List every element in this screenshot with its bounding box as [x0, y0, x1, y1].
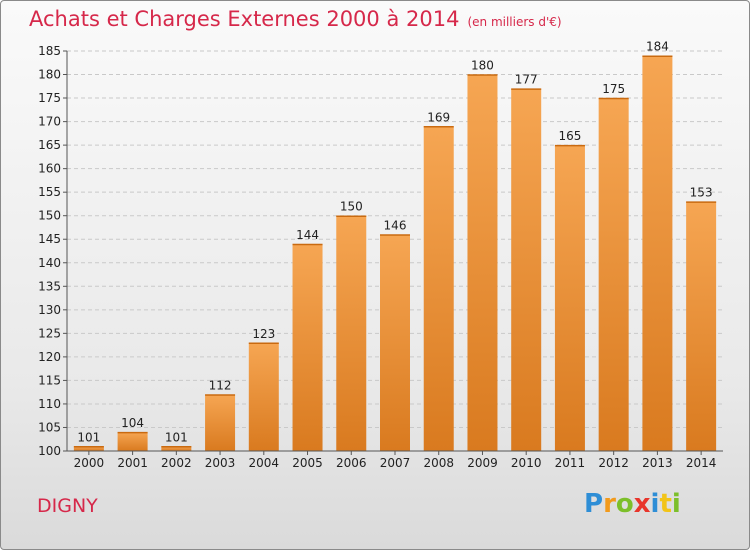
x-tick-label: 2006	[336, 456, 367, 470]
bar	[554, 145, 585, 451]
bar-value-label: 153	[690, 186, 713, 200]
y-axis-ticks: 100 105 110 115 120 125 130 135 140 145 150 155 160 1…	[38, 44, 67, 458]
bar	[117, 432, 148, 451]
chart-subtitle: (en milliers d'€)	[467, 15, 562, 29]
bar	[511, 88, 542, 451]
y-tick-label: 130	[38, 303, 61, 317]
bar-value-label: 180	[471, 59, 494, 73]
y-tick-label: 150	[38, 209, 61, 223]
place-name: DIGNY	[37, 495, 98, 517]
chart-title-text: Achats et Charges Externes 2000 à 2014	[29, 7, 460, 31]
bars: 101 104 101 112 123 144 150 146 169 180 177 165 175 1…	[73, 40, 717, 452]
x-tick-label: 2001	[117, 456, 148, 470]
x-tick-label: 2003	[205, 456, 236, 470]
x-tick-label: 2008	[423, 456, 454, 470]
bar	[642, 55, 673, 452]
logo-letter: i	[650, 489, 660, 519]
bar-value-label: 112	[209, 379, 232, 393]
y-tick-label: 180	[38, 68, 61, 82]
logo-letter: x	[633, 489, 651, 519]
y-tick-label: 145	[38, 232, 61, 246]
y-tick-label: 175	[38, 91, 61, 105]
x-tick-label: 2010	[511, 456, 542, 470]
y-tick-label: 170	[38, 115, 61, 129]
bar-value-label: 150	[340, 200, 363, 214]
y-tick-label: 100	[38, 444, 61, 458]
bar-value-label: 175	[602, 82, 625, 96]
bar	[467, 74, 498, 451]
x-axis-ticks: 2000 2001 2002 2003 2004 2005 2006 2007 2008 2009…	[74, 451, 717, 470]
logo-letter: o	[615, 489, 634, 519]
bar-value-label: 169	[427, 110, 450, 124]
x-tick-label: 2007	[380, 456, 411, 470]
logo-letter: i	[671, 489, 681, 519]
logo-letter: t	[659, 489, 672, 519]
chart-title: Achats et Charges Externes 2000 à 2014 (e…	[29, 7, 562, 31]
y-tick-label: 115	[38, 373, 61, 387]
x-tick-label: 2005	[292, 456, 323, 470]
bar-value-label: 144	[296, 228, 319, 242]
bar-value-label: 104	[121, 416, 144, 430]
bar	[248, 342, 279, 451]
y-tick-label: 135	[38, 279, 61, 293]
bar	[598, 98, 629, 451]
logo-letter: r	[603, 489, 616, 519]
logo-letter: P	[584, 489, 604, 519]
x-tick-label: 2011	[555, 456, 586, 470]
bar	[380, 234, 410, 451]
proxiti-logo: Proxiti	[584, 489, 681, 519]
bar	[423, 126, 454, 451]
bar	[205, 394, 236, 451]
bar-value-label: 177	[515, 73, 538, 87]
x-tick-label: 2004	[249, 456, 280, 470]
bar	[73, 446, 104, 451]
x-tick-label: 2012	[598, 456, 629, 470]
bar	[686, 201, 717, 451]
y-tick-label: 120	[38, 350, 61, 364]
bar-value-label: 101	[77, 430, 100, 444]
bar	[161, 446, 192, 451]
y-tick-label: 185	[38, 44, 61, 58]
x-tick-label: 2013	[642, 456, 673, 470]
bar	[292, 243, 323, 451]
x-tick-label: 2014	[686, 456, 717, 470]
y-tick-label: 105	[38, 420, 61, 434]
y-tick-label: 155	[38, 185, 61, 199]
x-tick-label: 2009	[467, 456, 498, 470]
y-tick-label: 160	[38, 162, 61, 176]
bar	[336, 215, 367, 451]
x-tick-label: 2002	[161, 456, 192, 470]
y-tick-label: 125	[38, 326, 61, 340]
x-tick-label: 2000	[74, 456, 105, 470]
bar-value-label: 165	[558, 129, 581, 143]
bar-value-label: 101	[165, 430, 188, 444]
bar-value-label: 123	[252, 327, 275, 341]
bar-value-label: 184	[646, 40, 669, 54]
y-tick-label: 140	[38, 256, 61, 270]
y-tick-label: 110	[38, 397, 61, 411]
y-tick-label: 165	[38, 138, 61, 152]
bar-value-label: 146	[384, 219, 407, 233]
